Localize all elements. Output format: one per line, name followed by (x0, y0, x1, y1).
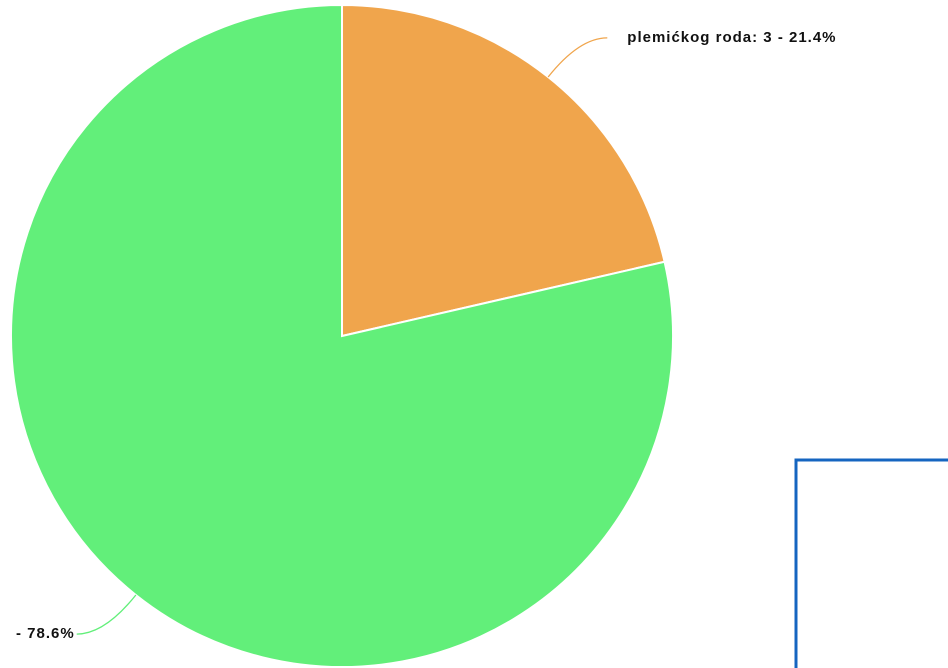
leader-line (547, 37, 608, 78)
pie-slice (341, 3, 666, 338)
frame-box (794, 458, 948, 668)
leader-line (76, 594, 137, 635)
pie (10, 3, 674, 668)
data-label: plemićkog roda: 3 - 21.4% (627, 29, 836, 46)
data-label: - 78.6% (16, 625, 75, 642)
labels: plemićkog roda: 3 - 21.4% - 78.6% (16, 29, 836, 642)
